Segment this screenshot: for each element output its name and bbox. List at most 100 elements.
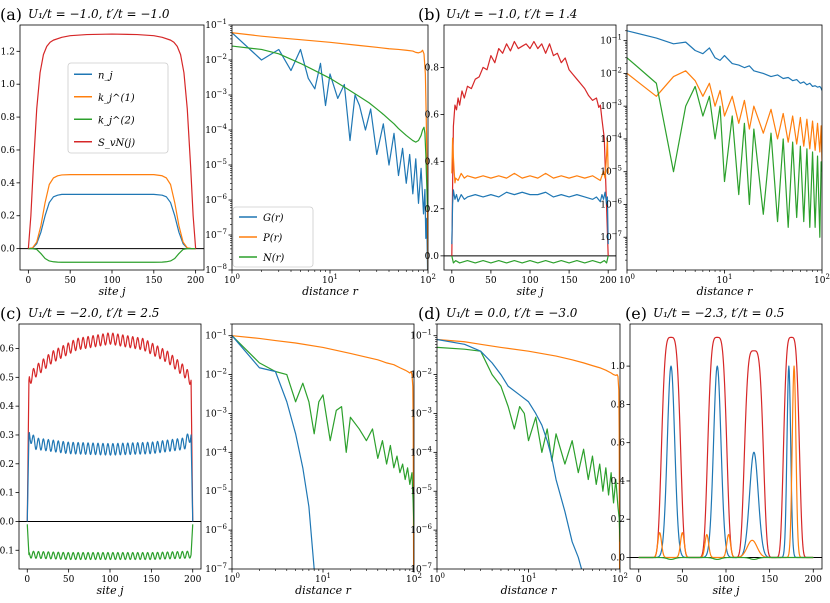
x-tick-label: 100 xyxy=(429,572,445,585)
y-tick-label: 0.4 xyxy=(1,179,16,189)
y-tick-label: 10−6 xyxy=(205,193,227,206)
legend-entry: G(r) xyxy=(263,213,284,224)
y-tick-label: −0.1 xyxy=(0,546,14,556)
plot-area xyxy=(232,335,414,569)
plot-area xyxy=(444,40,616,264)
y-tick-label: 0.0 xyxy=(1,245,16,255)
series-line-red xyxy=(638,336,814,559)
y-tick-label: 10−2 xyxy=(205,53,227,66)
series-line-blue xyxy=(627,30,822,91)
y-tick-label: 10−3 xyxy=(205,406,227,419)
plot-area xyxy=(232,32,428,270)
x-tick-label: 0 xyxy=(636,575,642,585)
panel-label: (e) xyxy=(625,304,647,323)
x-axis-label: site j xyxy=(712,584,740,597)
chart-b-site: 0 50 100 150 200 0.0 0.2 0.4 0.6 0.8 site j (b) U₁/t… xyxy=(418,5,617,298)
y-tick-label: 10−1 xyxy=(600,34,622,47)
series-line-orange xyxy=(232,335,414,569)
y-tick-label: 10−5 xyxy=(205,158,227,171)
x-tick-label: 150 xyxy=(761,575,778,585)
series-line-orange xyxy=(437,338,620,569)
series-line-red xyxy=(27,33,197,249)
x-tick-label: 100 xyxy=(103,276,120,286)
y-tick-label: 0.8 xyxy=(1,113,16,123)
series-line-red xyxy=(451,40,609,256)
y-tick-label: 1.0 xyxy=(611,362,626,372)
x-tick-label: 150 xyxy=(143,575,160,585)
chart-c-site: 0 50 100 150 200 −0.1 0.0 0.1 0.2 0.3 0.4 0.5 0.6 sit… xyxy=(0,304,202,597)
x-tick-label: 100 xyxy=(224,572,240,585)
y-tick-label: 10−4 xyxy=(410,445,432,458)
y-tick-label: 0.6 xyxy=(0,345,14,355)
axes-frame xyxy=(443,24,617,271)
x-tick-label: 200 xyxy=(187,276,204,286)
panel-label: (d) xyxy=(418,304,441,323)
legend-entry: k_j^(1) xyxy=(98,93,135,104)
x-axis-label: distance r xyxy=(697,285,753,298)
y-tick-label: 10−1 xyxy=(205,329,227,342)
series-line-green xyxy=(638,556,814,561)
x-tick-label: 101 xyxy=(521,572,537,585)
x-axis-label: site j xyxy=(96,584,124,597)
x-tick-label: 50 xyxy=(485,276,497,286)
axes-frame xyxy=(436,323,621,570)
y-tick-label: 0.6 xyxy=(1,146,16,156)
x-axis-label: site j xyxy=(98,285,126,298)
plot-area xyxy=(19,332,201,561)
x-tick-label: 200 xyxy=(600,276,617,286)
y-tick-label: 10−1 xyxy=(410,329,432,342)
legend-entry: P(r) xyxy=(262,233,282,244)
series-line-orange xyxy=(28,174,196,250)
x-tick-label: 101 xyxy=(315,572,331,585)
y-tick-label: 10−6 xyxy=(410,523,432,536)
y-tick-label: 0.6 xyxy=(611,439,626,449)
x-tick-label: 150 xyxy=(145,276,162,286)
chart-e-site: 0 50 100 150 200 0.0 0.2 0.4 0.6 0.8 1.0 site j (e) U… xyxy=(611,304,823,597)
panel-title: U₁/t = −2.0, t′/t = 2.5 xyxy=(28,306,159,320)
series-line-green xyxy=(437,346,620,542)
y-tick-label: 0.8 xyxy=(611,400,626,410)
x-axis-label: distance r xyxy=(501,584,557,597)
series-line-green xyxy=(26,524,194,561)
y-tick-label: 10−4 xyxy=(205,445,227,458)
series-line-green xyxy=(28,248,196,263)
chart-c-dist: 100 101 102 10−7 10−6 10−5 10−4 10−3 10−2 10−1 dis… xyxy=(205,323,422,597)
y-tick-label: 0.0 xyxy=(0,517,14,527)
panel-title: U₁/t = 0.0, t′/t = −3.0 xyxy=(446,306,578,320)
x-tick-label: 102 xyxy=(612,572,628,585)
x-tick-label: 50 xyxy=(63,575,75,585)
plot-area xyxy=(437,338,620,569)
legend-entry: S_vN(j) xyxy=(98,138,135,149)
panel-title: U₁/t = −2.3, t′/t = 0.5 xyxy=(653,306,784,320)
y-tick-label: 10−2 xyxy=(205,368,227,381)
y-tick-label: 10−5 xyxy=(205,484,227,497)
x-tick-label: 100 xyxy=(717,575,734,585)
y-tick-label: 10−3 xyxy=(205,88,227,101)
y-tick-label: 0.4 xyxy=(0,402,14,412)
series-line-orange xyxy=(451,137,609,184)
y-tick-label: 0.4 xyxy=(611,477,626,487)
plot-area xyxy=(630,336,822,561)
panel-title: U₁/t = −1.0, t′/t = 1.4 xyxy=(446,7,577,21)
y-tick-label: 1.2 xyxy=(1,47,15,57)
y-tick-label: 10−5 xyxy=(600,165,622,178)
panel-title: U₁/t = −1.0, t′/t = −1.0 xyxy=(28,7,170,21)
series-line-blue xyxy=(232,32,428,270)
series-line-green xyxy=(627,57,822,238)
x-tick-label: 100 xyxy=(521,276,538,286)
legend-entry: N(r) xyxy=(262,253,284,264)
legend-box xyxy=(67,62,169,154)
y-tick-label: 0.8 xyxy=(425,63,440,73)
series-line-blue xyxy=(638,365,814,559)
x-tick-label: 150 xyxy=(560,276,577,286)
x-tick-label: 50 xyxy=(677,575,689,585)
plot-area xyxy=(20,33,204,263)
plot-area xyxy=(627,30,822,238)
chart-b-dist: 100 101 102 10−7 10−6 10−5 10−4 10−3 10−2 10−1 dis… xyxy=(600,24,830,298)
series-line-orange xyxy=(627,70,822,162)
x-axis-label: distance r xyxy=(302,285,358,298)
series-line-orange xyxy=(232,32,428,270)
y-tick-label: 10−7 xyxy=(410,562,432,575)
y-tick-label: 10−3 xyxy=(600,99,622,112)
